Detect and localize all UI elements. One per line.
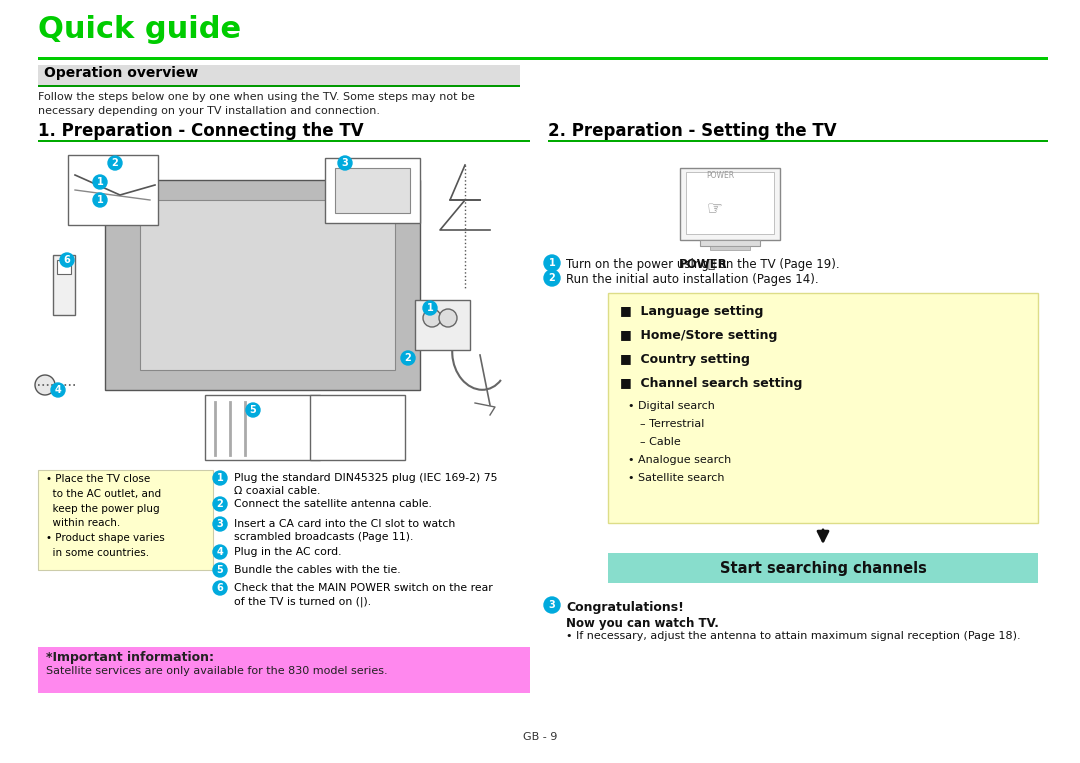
Bar [38,140,530,142]
Circle shape [213,581,227,595]
Bar [205,395,320,460]
Bar [53,255,75,315]
Circle shape [544,255,561,271]
Text: ⏻ on the TV (Page 19).: ⏻ on the TV (Page 19). [707,258,839,271]
Text: 3: 3 [549,600,555,610]
Text: ☞: ☞ [707,199,724,217]
Circle shape [438,309,457,327]
Bar [700,240,760,246]
Circle shape [108,156,122,170]
Bar [548,140,1048,142]
Text: 2: 2 [405,353,411,363]
Text: • If necessary, adjust the antenna to attain maximum signal reception (Page 18).: • If necessary, adjust the antenna to at… [566,631,1021,641]
Bar [68,155,158,225]
Circle shape [423,301,437,315]
Text: • Satellite search: • Satellite search [627,473,725,483]
Bar [608,293,1038,523]
Text: • Digital search: • Digital search [627,401,715,411]
Text: 5: 5 [249,405,256,415]
Bar [38,57,1048,60]
Text: 1: 1 [427,303,433,313]
Bar [38,470,213,570]
Bar [680,168,780,240]
Text: 2: 2 [217,499,224,509]
Text: POWER: POWER [706,170,734,179]
Text: 1: 1 [96,177,104,187]
Text: Quick guide: Quick guide [38,15,241,44]
Circle shape [60,253,75,267]
Text: • Analogue search: • Analogue search [627,455,731,465]
Circle shape [401,351,415,365]
Text: 5: 5 [217,565,224,575]
Polygon shape [105,180,420,390]
Bar [686,172,774,234]
Text: 6: 6 [217,583,224,593]
Text: – Cable: – Cable [640,437,680,447]
Circle shape [93,175,107,189]
Text: 2: 2 [549,273,555,283]
Text: Bundle the cables with the tie.: Bundle the cables with the tie. [234,565,401,575]
Text: 4: 4 [55,385,62,395]
Text: 2. Preparation - Setting the TV: 2. Preparation - Setting the TV [548,122,837,140]
Text: Follow the steps below one by one when using the TV. Some steps may not be
neces: Follow the steps below one by one when u… [38,92,475,116]
Text: 6: 6 [64,255,70,265]
Circle shape [246,403,260,417]
Circle shape [213,545,227,559]
Circle shape [544,270,561,286]
Text: *Important information:: *Important information: [46,651,214,664]
Text: Turn on the power using: Turn on the power using [566,258,713,271]
Bar [38,85,519,86]
Text: 4: 4 [217,547,224,557]
Bar [310,395,405,460]
Text: Operation overview: Operation overview [44,66,199,80]
Text: ■  Home/Store setting: ■ Home/Store setting [620,329,778,342]
Text: Satellite services are only available for the 830 model series.: Satellite services are only available fo… [46,666,388,676]
Circle shape [213,517,227,531]
Text: 1: 1 [96,195,104,205]
Circle shape [51,383,65,397]
Circle shape [93,193,107,207]
Circle shape [213,471,227,485]
Bar [57,260,71,274]
Text: Now you can watch TV.: Now you can watch TV. [566,617,719,630]
Bar [335,168,410,213]
Bar [38,647,530,693]
Text: Connect the satellite antenna cable.: Connect the satellite antenna cable. [234,499,432,509]
Circle shape [338,156,352,170]
Text: 3: 3 [217,519,224,529]
Text: Insert a CA card into the CI slot to watch
scrambled broadcasts (Page 11).: Insert a CA card into the CI slot to wat… [234,519,456,542]
Circle shape [423,309,441,327]
Text: – Terrestrial: – Terrestrial [640,419,704,429]
Text: Plug the standard DIN45325 plug (IEC 169-2) 75
Ω coaxial cable.: Plug the standard DIN45325 plug (IEC 169… [234,473,498,496]
Circle shape [35,375,55,395]
Text: Plug in the AC cord.: Plug in the AC cord. [234,547,341,557]
Circle shape [213,563,227,577]
Bar [325,158,420,223]
Text: Start searching channels: Start searching channels [719,561,927,575]
Text: 1: 1 [217,473,224,483]
Bar [38,65,519,85]
Polygon shape [140,200,395,370]
Text: Congratulations!: Congratulations! [566,601,684,614]
Text: 1. Preparation - Connecting the TV: 1. Preparation - Connecting the TV [38,122,364,140]
Text: Run the initial auto installation (Pages 14).: Run the initial auto installation (Pages… [566,273,819,286]
Text: • Place the TV close
  to the AC outlet, and
  keep the power plug
  within reac: • Place the TV close to the AC outlet, a… [46,474,165,558]
Text: Check that the MAIN POWER switch on the rear
of the TV is turned on (|).: Check that the MAIN POWER switch on the … [234,583,492,607]
Text: 2: 2 [111,158,119,168]
Text: GB - 9: GB - 9 [523,732,557,742]
Text: 1: 1 [549,258,555,268]
Text: ■  Country setting: ■ Country setting [620,353,750,366]
Circle shape [544,597,561,613]
Bar [710,246,750,250]
Circle shape [213,497,227,511]
Text: 3: 3 [341,158,349,168]
Text: ■  Channel search setting: ■ Channel search setting [620,377,802,390]
Bar [415,300,470,350]
Bar [608,553,1038,583]
Text: ■  Language setting: ■ Language setting [620,305,764,318]
Text: POWER: POWER [679,258,728,271]
